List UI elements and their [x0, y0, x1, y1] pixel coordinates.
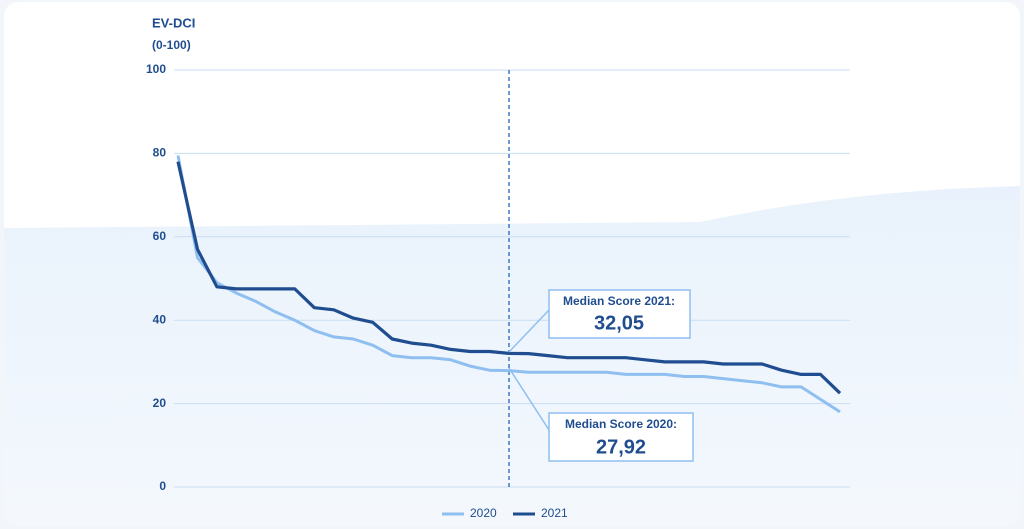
y-tick-label: 20 [153, 396, 167, 410]
legend-label: 2020 [470, 506, 497, 520]
grid: 0 20 40 60 80 100 [146, 62, 850, 493]
chart-subtitle: (0-100) [152, 38, 191, 52]
series-line [176, 155, 841, 414]
y-tick-label: 80 [153, 146, 167, 160]
callout-value: 27,92 [596, 436, 646, 458]
callout-label: Median Score 2021: [563, 294, 675, 308]
legend-label: 2021 [541, 506, 568, 520]
y-tick-label: 60 [153, 229, 167, 243]
y-tick-label: 0 [159, 479, 166, 493]
callout-box [548, 289, 691, 339]
callout-box [548, 412, 694, 462]
callout-pointer [508, 309, 550, 353]
legend: 2020 2021 [442, 506, 568, 520]
series-line [176, 161, 842, 395]
callout-pointer [508, 367, 550, 431]
chart-title: EV-DCI [152, 15, 195, 30]
lines [176, 155, 842, 414]
callout-label: Median Score 2020: [565, 417, 677, 431]
background-band [4, 186, 1020, 526]
y-tick-label: 40 [153, 312, 167, 326]
callout-value: 32,05 [594, 312, 644, 334]
y-tick-label: 100 [146, 62, 166, 76]
